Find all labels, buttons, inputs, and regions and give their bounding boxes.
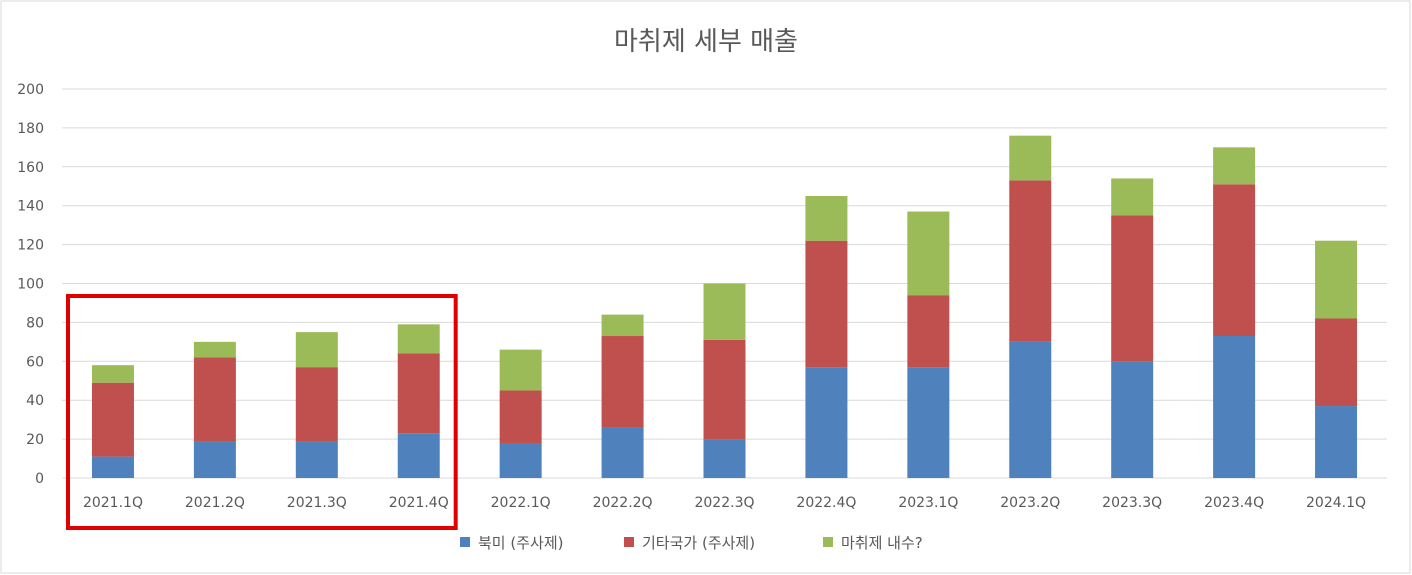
bar-segment: [91, 365, 134, 383]
legend: 북미 (주사제) 기타국가 (주사제) 마취제 내수?: [460, 534, 923, 552]
bar-segment: [1213, 184, 1256, 337]
y-tick-label: 120: [17, 238, 44, 254]
bar-segment: [601, 314, 644, 337]
bar-segment: [1111, 361, 1154, 478]
legend-swatch: [624, 537, 634, 547]
y-tick-label: 200: [17, 82, 44, 98]
bar-segment: [1315, 406, 1358, 478]
bar-segment: [805, 240, 848, 368]
bar-segment: [295, 441, 338, 478]
y-tick-label: 20: [26, 432, 44, 448]
x-category-label: 2022.2Q: [593, 495, 653, 511]
bar-segment: [1315, 240, 1358, 319]
bar-segment: [193, 441, 236, 478]
bar-segment: [397, 353, 440, 434]
x-axis-category-labels: 2021.1Q 2021.2Q 2021.3Q 2021.4Q 2022.1Q 2022.…: [83, 495, 1366, 511]
x-category-label: 2023.3Q: [1102, 495, 1162, 511]
bar-segment: [703, 439, 746, 478]
x-category-label: 2021.4Q: [389, 495, 449, 511]
bar-segment: [907, 211, 950, 296]
x-category-label: 2023.1Q: [898, 495, 958, 511]
legend-label: 북미 (주사제): [478, 534, 563, 552]
x-category-label: 2022.4Q: [796, 495, 856, 511]
y-tick-label: 140: [17, 199, 44, 215]
legend-label: 기타국가 (주사제): [642, 534, 755, 552]
legend-label: 마취제 내수?: [841, 534, 923, 552]
y-tick-label: 40: [26, 393, 44, 409]
legend-swatch: [460, 537, 470, 547]
bar-segment: [1009, 341, 1052, 478]
y-tick-label: 0: [35, 471, 44, 487]
bar-segment: [193, 341, 236, 358]
bar-segment: [397, 324, 440, 354]
bar-segment: [91, 456, 134, 478]
bar-segment: [703, 339, 746, 440]
y-tick-label: 60: [26, 354, 44, 370]
x-category-label: 2022.3Q: [694, 495, 754, 511]
x-category-label: 2024.1Q: [1306, 495, 1366, 511]
bar-segment: [805, 195, 848, 241]
bar-segment: [907, 295, 950, 368]
bar-segment: [1111, 215, 1154, 362]
bar-segment: [703, 283, 746, 340]
y-tick-label: 100: [17, 277, 44, 293]
bar-segment: [397, 433, 440, 478]
bar-segment: [1213, 336, 1256, 478]
bar-segment: [1213, 147, 1256, 185]
bar-segment: [295, 332, 338, 368]
y-tick-label: 160: [17, 160, 44, 176]
bar-segment: [295, 367, 338, 442]
bar-segment: [1009, 180, 1052, 342]
bar-segment: [193, 357, 236, 442]
bar-segment: [499, 349, 542, 391]
x-category-label: 2023.2Q: [1000, 495, 1060, 511]
bar-segment: [805, 367, 848, 478]
chart-title: 마취제 세부 매출: [614, 27, 798, 57]
gridlines: [62, 88, 1387, 479]
legend-swatch: [823, 537, 833, 547]
x-category-label: 2022.1Q: [491, 495, 551, 511]
y-tick-label: 180: [17, 121, 44, 137]
bar-segment: [1009, 135, 1052, 181]
x-category-label: 2021.3Q: [287, 495, 347, 511]
bars: [91, 135, 1358, 478]
bar-segment: [499, 390, 542, 443]
bar-segment: [91, 382, 134, 457]
x-category-label: 2021.1Q: [83, 495, 143, 511]
bar-segment: [601, 336, 644, 428]
x-category-label: 2023.4Q: [1204, 495, 1264, 511]
bar-segment: [499, 442, 542, 478]
highlight-box: [66, 294, 458, 530]
y-tick-label: 80: [26, 315, 44, 331]
bar-segment: [1315, 318, 1358, 407]
bar-segment: [1111, 178, 1154, 216]
bar-segment: [601, 427, 644, 478]
x-category-label: 2021.2Q: [185, 495, 245, 511]
bar-segment: [907, 367, 950, 478]
y-axis-tick-labels: 0 20 40 60 80 100 120 140 160 180 200: [17, 82, 44, 487]
